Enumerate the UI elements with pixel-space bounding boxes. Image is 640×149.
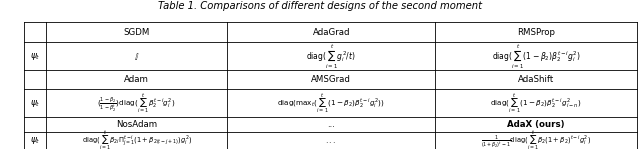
- Text: RMSProp: RMSProp: [517, 28, 555, 37]
- Text: $\mathrm{diag}(\sum_{i=1}^{t} g_i^2/t)$: $\mathrm{diag}(\sum_{i=1}^{t} g_i^2/t)$: [307, 42, 356, 71]
- Text: SGDM: SGDM: [124, 28, 150, 37]
- Text: $\mathbb{I}$: $\mathbb{I}$: [134, 51, 140, 62]
- Text: NosAdam: NosAdam: [116, 120, 157, 129]
- Text: $(\frac{1-\beta_2}{1-\beta_2^t})\mathrm{diag}(\sum_{i=1}^{t}\beta_2^{t-i}g_i^2)$: $(\frac{1-\beta_2}{1-\beta_2^t})\mathrm{…: [97, 91, 176, 115]
- Text: $\frac{1}{(1+\beta_2)^{t}-1}\mathrm{diag}(\sum_{i=1}^{t}\beta_2(1+\beta_2)^{t-i}: $\frac{1}{(1+\beta_2)^{t}-1}\mathrm{diag…: [481, 129, 591, 149]
- Text: $\mathrm{diag}(\sum_{i=1}^{t}\beta_{2i}\Pi_{j=1}^{t-i}(1+\beta_{2(t-j+1)})g_i^2): $\mathrm{diag}(\sum_{i=1}^{t}\beta_{2i}\…: [81, 129, 192, 149]
- Text: $\mathrm{diag}(\sum_{i=1}^{t}(1-\beta_2)\beta_2^{t-i}g_{i-n}^2)$: $\mathrm{diag}(\sum_{i=1}^{t}(1-\beta_2)…: [490, 91, 582, 115]
- Text: ...: ...: [327, 120, 335, 129]
- Text: AMSGrad: AMSGrad: [311, 75, 351, 84]
- Text: Adam: Adam: [124, 75, 149, 84]
- Text: $\psi_t$: $\psi_t$: [30, 135, 40, 146]
- Text: $\mathrm{diag}(\sum_{i=1}^{t}(1-\beta_2)\beta_2^{t-i}g_i^2)$: $\mathrm{diag}(\sum_{i=1}^{t}(1-\beta_2)…: [492, 42, 580, 71]
- Text: AdaX (ours): AdaX (ours): [508, 120, 564, 129]
- Text: AdaGrad: AdaGrad: [312, 28, 350, 37]
- Text: $\mathrm{diag}(\mathrm{max}_t(\sum_{i=1}^{t}(1-\beta_2)\beta_2^{t-i}g_i^2))$: $\mathrm{diag}(\mathrm{max}_t(\sum_{i=1}…: [277, 91, 385, 115]
- Text: $\psi_t$: $\psi_t$: [30, 98, 40, 109]
- Text: Table 1. Comparisons of different designs of the second moment: Table 1. Comparisons of different design…: [158, 1, 482, 11]
- Text: AdaShift: AdaShift: [518, 75, 554, 84]
- Text: $...$: $...$: [326, 136, 337, 145]
- Text: $\psi_t$: $\psi_t$: [30, 51, 40, 62]
